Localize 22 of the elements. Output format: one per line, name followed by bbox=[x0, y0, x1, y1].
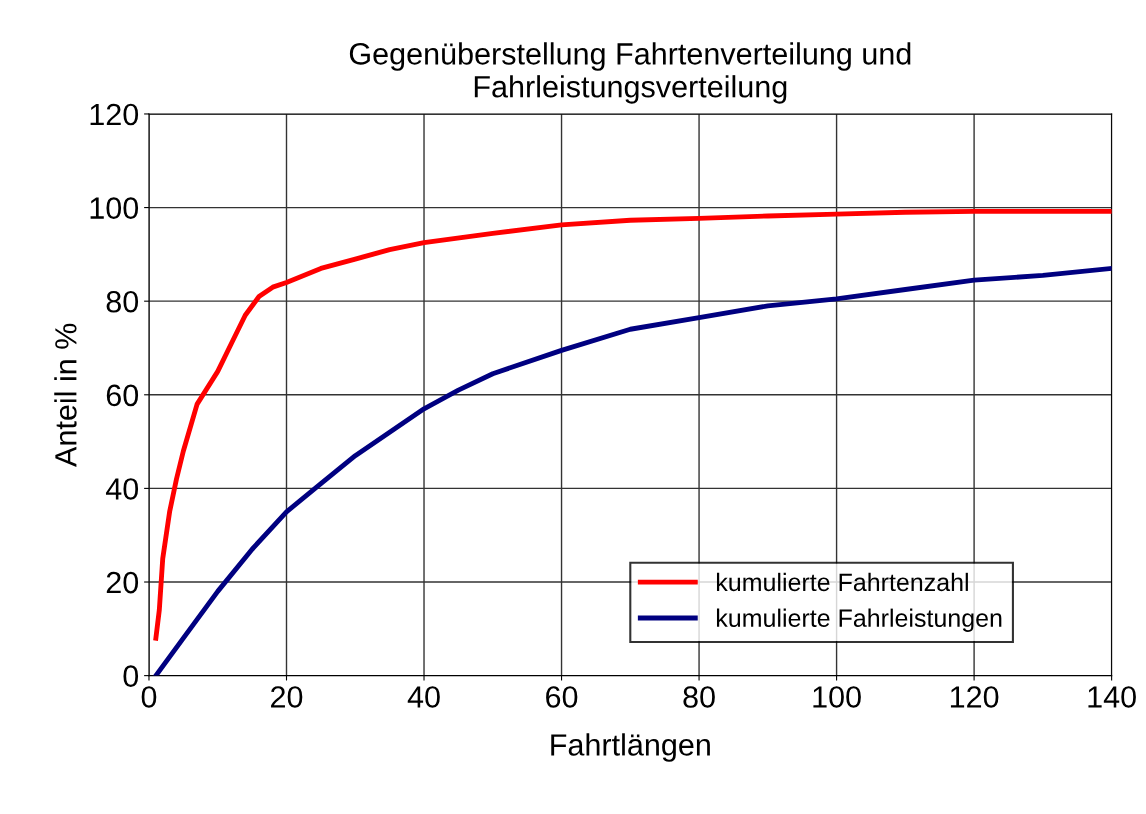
x-tick-label: 20 bbox=[271, 686, 303, 708]
y-axis-title: Anteil in % bbox=[54, 323, 77, 467]
x-tick-label: 60 bbox=[546, 686, 578, 708]
legend-label: kumulierte Fahrleistungen bbox=[716, 608, 1002, 632]
x-tick-label: 0 bbox=[141, 686, 157, 708]
x-tick-label: 100 bbox=[813, 686, 861, 708]
chart-title: Gegenüberstellung Fahrtenverteilung und Fahrleistungsverteilung bbox=[349, 42, 911, 104]
line-series bbox=[153, 208, 1112, 641]
legend-label: kumulierte Fahrtenzahl bbox=[716, 572, 968, 592]
x-tick-label: 40 bbox=[407, 686, 440, 708]
y-tick-label: 80 bbox=[106, 290, 139, 313]
y-tick-label: 40 bbox=[105, 478, 139, 500]
x-tick-label: 140 bbox=[1088, 686, 1136, 708]
x-axis-title: Fahrtlängen bbox=[551, 733, 710, 762]
x-tick-label: 120 bbox=[950, 686, 999, 708]
y-tick-label: 100 bbox=[90, 197, 139, 219]
y-tick-label: 20 bbox=[106, 571, 139, 594]
y-tick-label: 60 bbox=[106, 384, 139, 407]
x-tick-label: 80 bbox=[683, 686, 715, 708]
y-tick-label: 120 bbox=[90, 103, 139, 126]
y-tick-label: 0 bbox=[123, 665, 139, 687]
line-series bbox=[153, 265, 1112, 676]
